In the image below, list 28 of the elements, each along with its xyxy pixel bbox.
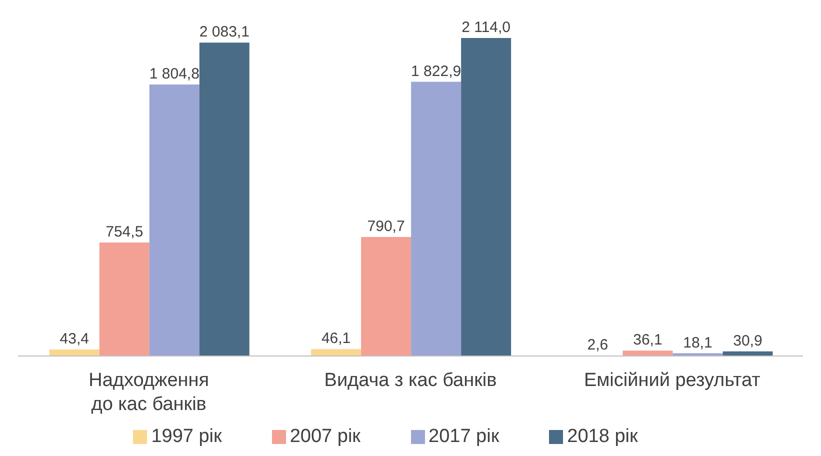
data-label: 754,5 bbox=[106, 224, 144, 241]
legend-label: 2017 рік bbox=[428, 426, 500, 447]
data-label: 1 822,9 bbox=[411, 62, 462, 80]
bar bbox=[622, 350, 673, 356]
data-label: 1 804,8 bbox=[149, 66, 200, 83]
data-label: 30,9 bbox=[733, 332, 762, 350]
data-label: 2 083,1 bbox=[199, 24, 250, 41]
x-tick-label: Надходження до кас банків bbox=[88, 370, 210, 415]
bar bbox=[361, 237, 412, 356]
data-label: 46,1 bbox=[321, 330, 351, 348]
legend-label: 2018 рік bbox=[567, 426, 638, 447]
legend-label: 1997 рік bbox=[151, 426, 222, 447]
data-label: 2,6 bbox=[587, 336, 608, 354]
data-label: 36,1 bbox=[633, 332, 662, 349]
x-tick-label: Емісійний результат bbox=[584, 370, 761, 391]
data-label: 18,1 bbox=[683, 334, 712, 352]
bar bbox=[199, 42, 250, 356]
bar bbox=[149, 84, 200, 356]
bar bbox=[311, 349, 362, 356]
bar bbox=[411, 82, 462, 356]
data-label: 43,4 bbox=[60, 330, 89, 348]
legend-label: 2007 рік bbox=[290, 426, 360, 447]
bar bbox=[99, 242, 150, 356]
data-label: 2 114,0 bbox=[462, 19, 511, 36]
data-label: 790,7 bbox=[367, 218, 405, 236]
bar bbox=[49, 349, 100, 356]
x-tick-label: Видача з кас банків bbox=[324, 370, 497, 391]
bar bbox=[461, 38, 512, 356]
